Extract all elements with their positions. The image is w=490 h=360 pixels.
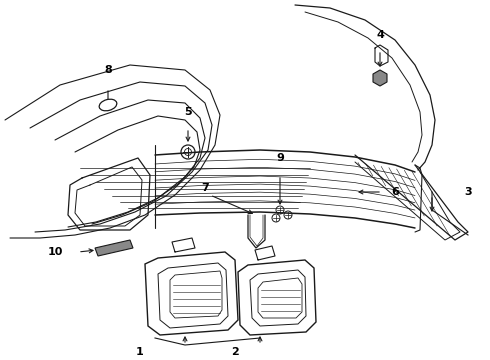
Text: 3: 3 <box>464 187 472 197</box>
Text: 5: 5 <box>184 107 192 117</box>
Polygon shape <box>373 70 387 86</box>
Polygon shape <box>95 240 133 256</box>
Text: 6: 6 <box>391 187 399 197</box>
Ellipse shape <box>99 99 117 111</box>
Polygon shape <box>250 270 306 326</box>
Text: 8: 8 <box>104 65 112 75</box>
Polygon shape <box>145 252 238 335</box>
Polygon shape <box>238 260 316 335</box>
Text: 1: 1 <box>136 347 144 357</box>
Text: 9: 9 <box>276 153 284 163</box>
Text: 10: 10 <box>48 247 63 257</box>
Polygon shape <box>158 263 228 328</box>
Text: 7: 7 <box>201 183 209 193</box>
Text: 4: 4 <box>376 30 384 40</box>
Text: 2: 2 <box>231 347 239 357</box>
